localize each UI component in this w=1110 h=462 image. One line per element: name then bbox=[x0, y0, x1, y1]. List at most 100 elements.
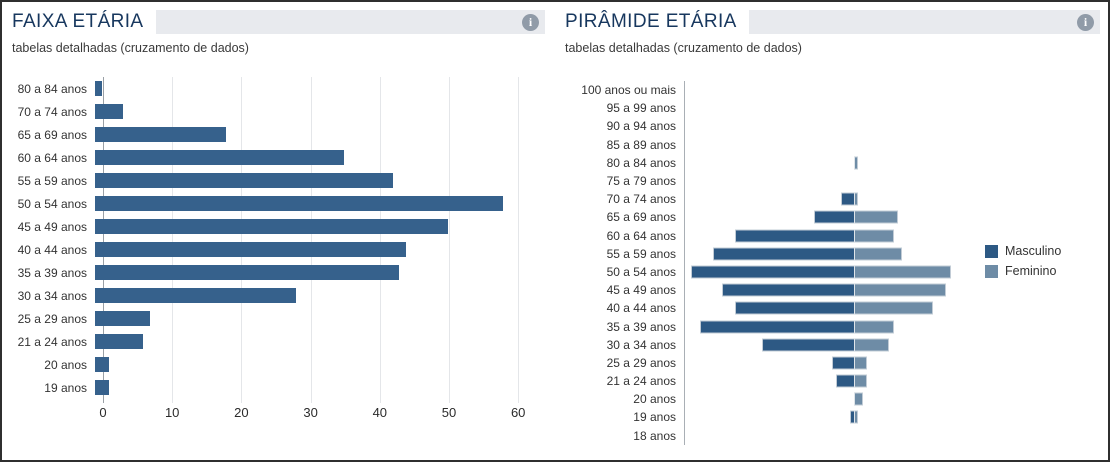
pyramid-bar-feminino[interactable] bbox=[854, 374, 868, 388]
gridline bbox=[241, 77, 243, 403]
bar-row: 65 a 69 anos bbox=[12, 123, 545, 146]
bar[interactable] bbox=[95, 81, 102, 96]
feminino-swatch bbox=[985, 264, 998, 278]
masculino-zone bbox=[684, 390, 854, 409]
category-label: 70 a 74 anos bbox=[17, 104, 87, 119]
category-label: 50 a 54 anos bbox=[606, 264, 676, 279]
feminino-zone bbox=[854, 317, 1100, 335]
category-label: 40 a 44 anos bbox=[17, 242, 87, 257]
category-label: 85 a 89 anos bbox=[606, 137, 676, 152]
category-label: 20 anos bbox=[44, 357, 87, 372]
bar[interactable] bbox=[95, 127, 227, 142]
pyramid-bar-masculino[interactable] bbox=[840, 192, 854, 206]
masculino-zone bbox=[684, 99, 854, 118]
pyramid-bar-masculino[interactable] bbox=[735, 229, 854, 243]
header-bar: i bbox=[748, 10, 1100, 34]
gridline bbox=[449, 77, 450, 403]
panel-header: PIRÂMIDE ETÁRIA i bbox=[565, 10, 1100, 34]
pyramid-bar-feminino[interactable] bbox=[854, 301, 934, 315]
pyramid-bar-masculino[interactable] bbox=[836, 374, 854, 388]
pyramid-bar-feminino[interactable] bbox=[854, 356, 868, 370]
category-label: 19 anos bbox=[44, 380, 87, 395]
bar[interactable] bbox=[95, 334, 144, 349]
pyramid-row: 75 a 79 anos bbox=[565, 171, 1100, 191]
bar[interactable] bbox=[95, 173, 393, 188]
gridline bbox=[379, 77, 381, 403]
pyramid-bar-masculino[interactable] bbox=[700, 320, 854, 334]
pyramid-row: 100 anos ou mais bbox=[565, 81, 1100, 100]
pyramid-bar-feminino[interactable] bbox=[854, 265, 951, 279]
bar[interactable] bbox=[95, 288, 296, 303]
masculino-zone bbox=[684, 426, 854, 445]
masculino-zone bbox=[684, 335, 854, 354]
pyramid-row: 90 a 94 anos bbox=[565, 117, 1100, 136]
pyramid-row: 65 a 69 anos bbox=[565, 208, 1100, 227]
bar-row: 60 a 64 anos bbox=[12, 146, 545, 169]
bar[interactable] bbox=[95, 219, 448, 234]
bar[interactable] bbox=[95, 196, 504, 211]
category-label: 18 anos bbox=[633, 428, 676, 443]
bar-rows: 80 a 84 anos 70 a 74 anos 65 a 69 anos 60 a… bbox=[12, 77, 545, 403]
masculino-zone bbox=[684, 353, 854, 372]
masculino-zone bbox=[684, 135, 854, 154]
bar-row: 70 a 74 anos bbox=[12, 100, 545, 123]
pyramid-bar-feminino[interactable] bbox=[854, 156, 859, 170]
category-label: 25 a 29 anos bbox=[606, 355, 676, 370]
pyramid-bar-feminino[interactable] bbox=[854, 192, 859, 206]
pyramid-bar-feminino[interactable] bbox=[854, 210, 898, 224]
category-label: 21 a 24 anos bbox=[17, 334, 87, 349]
masculino-zone bbox=[684, 244, 854, 263]
pyramid-row: 60 a 64 anos bbox=[565, 226, 1100, 245]
category-label: 90 a 94 anos bbox=[606, 119, 676, 134]
bar[interactable] bbox=[95, 150, 345, 165]
header-bar: i bbox=[155, 10, 545, 34]
feminino-zone bbox=[854, 299, 1100, 317]
bar-track bbox=[95, 104, 545, 119]
panel-piramide-etaria: PIRÂMIDE ETÁRIA i tabelas detalhadas (cr… bbox=[565, 10, 1100, 460]
bar-track bbox=[95, 219, 545, 234]
pyramid-bar-masculino[interactable] bbox=[735, 301, 854, 315]
bar[interactable] bbox=[95, 104, 123, 119]
info-icon[interactable]: i bbox=[522, 13, 539, 31]
legend-item-masculino: Masculino bbox=[985, 244, 1061, 258]
gridline bbox=[310, 77, 312, 403]
feminino-zone bbox=[854, 336, 1100, 354]
masculino-swatch bbox=[985, 244, 998, 258]
info-icon[interactable]: i bbox=[1077, 13, 1094, 31]
pyramid-bar-masculino[interactable] bbox=[814, 210, 854, 224]
page-title: FAIXA ETÁRIA bbox=[12, 11, 144, 32]
pyramid-bar-masculino[interactable] bbox=[722, 283, 854, 297]
pyramid-bar-feminino[interactable] bbox=[854, 410, 859, 424]
feminino-zone bbox=[854, 281, 1100, 299]
pyramid-bar-masculino[interactable] bbox=[713, 247, 854, 261]
bar[interactable] bbox=[95, 242, 407, 257]
pyramid-bar-masculino[interactable] bbox=[832, 356, 854, 370]
pyramid-bar-feminino[interactable] bbox=[854, 338, 890, 352]
bar-row: 30 a 34 anos bbox=[12, 284, 545, 307]
category-label: 21 a 24 anos bbox=[606, 374, 676, 389]
pyramid-bar-feminino[interactable] bbox=[854, 392, 863, 406]
category-label: 45 a 49 anos bbox=[17, 219, 87, 234]
category-label: 50 a 54 anos bbox=[17, 196, 87, 211]
pyramid-bar-feminino[interactable] bbox=[854, 320, 894, 334]
pyramid-bar-masculino[interactable] bbox=[761, 338, 854, 352]
pyramid-bar-masculino[interactable] bbox=[849, 410, 854, 424]
category-label: 60 a 64 anos bbox=[606, 228, 676, 243]
pyramid-bar-feminino[interactable] bbox=[854, 283, 947, 297]
x-tick-label: 40 bbox=[372, 405, 388, 420]
bar[interactable] bbox=[95, 357, 109, 372]
x-tick-label: 60 bbox=[510, 405, 526, 420]
x-axis: 0 10 20 30 40 50 60 bbox=[99, 401, 545, 423]
pyramid-bar-masculino[interactable] bbox=[691, 265, 854, 279]
bar[interactable] bbox=[95, 311, 151, 326]
pyramid-bar-feminino[interactable] bbox=[854, 229, 894, 243]
bar-track bbox=[95, 265, 545, 280]
pyramid-bar-feminino[interactable] bbox=[854, 247, 903, 261]
pyramid-row: 70 a 74 anos bbox=[565, 190, 1100, 209]
bar[interactable] bbox=[95, 380, 109, 395]
y-axis-line bbox=[103, 77, 104, 403]
pyramid-row: 40 a 44 anos bbox=[565, 299, 1100, 318]
bar[interactable] bbox=[95, 265, 400, 280]
category-label: 65 a 69 anos bbox=[17, 127, 87, 142]
bar-row: 45 a 49 anos bbox=[12, 215, 545, 238]
